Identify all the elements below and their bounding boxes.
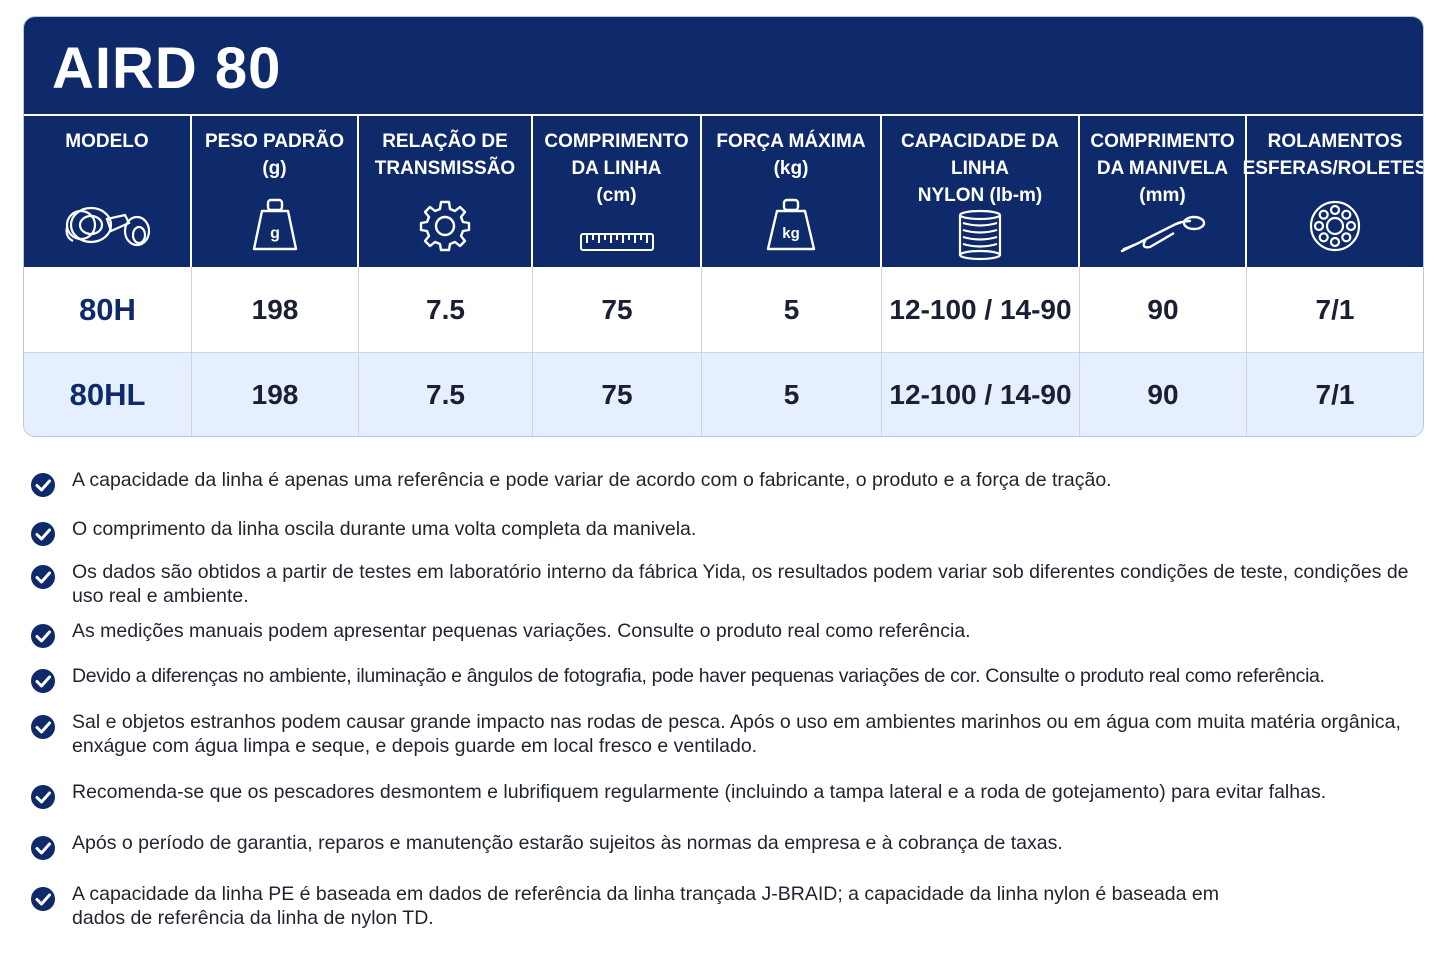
note-text: Os dados são obtidos a partir de testes … xyxy=(72,561,1409,607)
note-text: Sal e objetos estranhos podem causar gra… xyxy=(72,711,1401,757)
cell-forca: 5 xyxy=(702,267,882,352)
weight-g-icon: g xyxy=(250,197,300,253)
list-item: Os dados são obtidos a partir de testes … xyxy=(30,560,1422,608)
note-text: As medições manuais podem apresentar peq… xyxy=(72,620,971,642)
weight-g-text: g xyxy=(270,225,280,242)
check-circle-icon xyxy=(31,836,55,860)
ruler-icon xyxy=(579,231,655,253)
header-label: CAPACIDADE DA LINHA NYLON (lb-m) xyxy=(901,131,1059,206)
table-row: 80H 198 7.5 75 5 12-100 / 14-90 90 7/1 xyxy=(24,267,1423,353)
note-text: Devido a diferenças no ambiente, ilumina… xyxy=(72,665,1325,687)
header-modelo: MODELO xyxy=(24,116,192,267)
cell-capacidade: 12-100 / 14-90 xyxy=(882,353,1080,436)
list-item: Após o período de garantia, reparos e ma… xyxy=(30,831,1422,861)
note-text: O comprimento da linha oscila durante um… xyxy=(72,518,697,540)
gear-icon xyxy=(418,199,472,253)
check-circle-icon xyxy=(31,715,55,739)
cell-relacao: 7.5 xyxy=(359,353,533,436)
header-peso: PESO PADRÃO (g) g xyxy=(192,116,359,267)
header-label: ROLAMENTOS ESFERAS/ROLETES xyxy=(1242,131,1424,179)
check-circle-icon xyxy=(31,624,55,648)
crank-handle-icon xyxy=(1120,215,1206,253)
note-text: Após o período de garantia, reparos e ma… xyxy=(72,832,1063,854)
spec-table-card: AIRD 80 MODELO PESO PADRÃO (g) xyxy=(23,16,1424,437)
header-label: MODELO xyxy=(65,131,149,152)
list-item: A capacidade da linha é apenas uma refer… xyxy=(30,468,1422,498)
check-circle-icon xyxy=(31,785,55,809)
list-item: Sal e objetos estranhos podem causar gra… xyxy=(30,710,1422,758)
cell-peso: 198 xyxy=(192,353,359,436)
list-item: As medições manuais podem apresentar peq… xyxy=(30,619,1422,649)
table-header-row: MODELO PESO PADRÃO (g) g xyxy=(24,114,1423,267)
header-manivela: COMPRIMENTO DA MANIVELA (mm) xyxy=(1080,116,1247,267)
check-circle-icon xyxy=(31,473,55,497)
list-item: A capacidade da linha PE é baseada em da… xyxy=(30,882,1272,930)
header-forca: FORÇA MÁXIMA (kg) kg xyxy=(702,116,882,267)
cell-peso: 198 xyxy=(192,267,359,352)
cell-relacao: 7.5 xyxy=(359,267,533,352)
cell-rolamentos: 7/1 xyxy=(1315,379,1355,410)
header-label: PESO PADRÃO (g) xyxy=(204,131,344,179)
header-label: COMPRIMENTO DA MANIVELA (mm) xyxy=(1090,131,1235,206)
bearing-icon xyxy=(1308,199,1362,253)
header-label: FORÇA MÁXIMA (kg) xyxy=(716,131,866,179)
cell-manivela: 90 xyxy=(1080,267,1247,352)
weight-kg-icon: kg xyxy=(764,197,818,253)
spool-icon xyxy=(957,209,1003,261)
cell-rolamentos: 7/1 xyxy=(1315,293,1355,325)
header-label: RELAÇÃO DE TRANSMISSÃO xyxy=(374,131,516,179)
table-row: 80HL 198 7.5 75 5 12-100 / 14-90 90 7/1 xyxy=(24,353,1423,436)
header-comprimento-linha: COMPRIMENTO DA LINHA (cm) xyxy=(533,116,702,267)
header-relacao: RELAÇÃO DE TRANSMISSÃO xyxy=(359,116,533,267)
list-item: Recomenda-se que os pescadores desmontem… xyxy=(30,780,1422,810)
cell-comprimento-linha: 75 xyxy=(533,267,702,352)
cell-forca: 5 xyxy=(702,353,882,436)
cell-manivela: 90 xyxy=(1080,353,1247,436)
check-circle-icon xyxy=(31,522,55,546)
note-text: Recomenda-se que os pescadores desmontem… xyxy=(72,781,1327,803)
weight-kg-text: kg xyxy=(782,225,800,242)
header-rolamentos: ROLAMENTOS ESFERAS/ROLETES xyxy=(1243,116,1423,267)
header-label: COMPRIMENTO DA LINHA (cm) xyxy=(544,131,689,206)
cell-modelo: 80H xyxy=(24,267,192,352)
header-capacidade: CAPACIDADE DA LINHA NYLON (lb-m) xyxy=(882,116,1080,267)
cell-comprimento-linha: 75 xyxy=(533,353,702,436)
check-circle-icon xyxy=(31,669,55,693)
product-title: AIRD 80 xyxy=(52,36,282,101)
check-circle-icon xyxy=(31,565,55,589)
reel-icon xyxy=(59,197,155,253)
note-text: A capacidade da linha é apenas uma refer… xyxy=(72,469,1112,491)
cell-modelo: 80HL xyxy=(24,353,192,436)
list-item: O comprimento da linha oscila durante um… xyxy=(30,517,1422,547)
note-text: A capacidade da linha PE é baseada em da… xyxy=(72,883,1219,929)
cell-capacidade: 12-100 / 14-90 xyxy=(882,267,1080,352)
list-item: Devido a diferenças no ambiente, ilumina… xyxy=(30,664,1422,694)
title-bar: AIRD 80 xyxy=(24,17,1423,114)
check-circle-icon xyxy=(31,887,55,911)
